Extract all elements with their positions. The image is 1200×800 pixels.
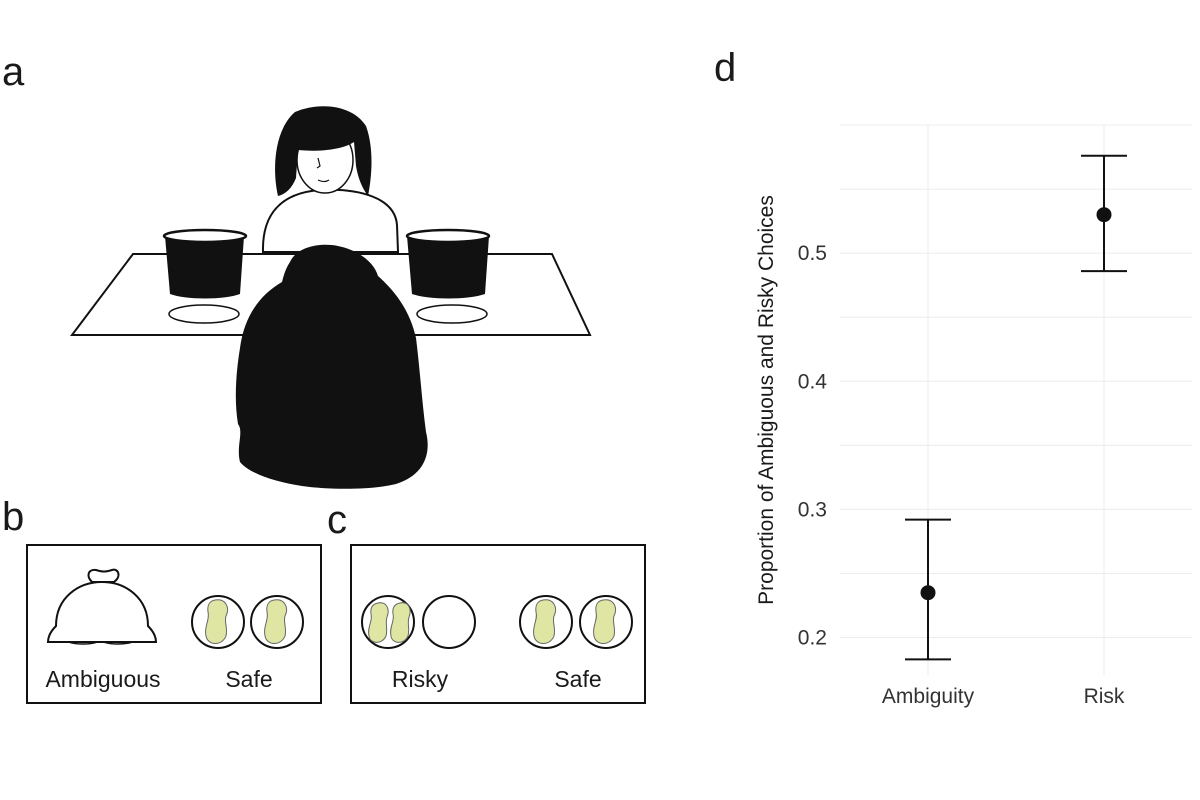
panel-letter-a: a: [2, 50, 25, 94]
chart-x-ticks: Ambiguity Risk: [882, 685, 1125, 708]
x-tick-label: Risk: [1084, 685, 1125, 708]
risky-plate-empty: [422, 595, 476, 649]
y-axis-title: Proportion of Ambiguous and Risky Choice…: [755, 195, 778, 605]
chart-marks: [905, 154, 1127, 661]
safe-plate-c-1: [519, 595, 573, 649]
chart-d: 0.2 0.3 0.4 0.5 Ambiguity Risk Proportion of…: [755, 124, 1192, 708]
panel-b-box: [26, 544, 322, 704]
safe-label-b: Safe: [225, 666, 272, 692]
panel-c-box: [350, 544, 646, 704]
ambiguous-cover-icon: [46, 568, 158, 645]
ambiguous-label: Ambiguous: [45, 666, 160, 692]
chart-grid: [840, 124, 1192, 676]
safe-label-c: Safe: [554, 666, 601, 692]
setup-illustration: [69, 106, 592, 489]
panel-letter-b: b: [2, 495, 25, 539]
panel-letter-c: c: [327, 498, 347, 542]
experimenter-figure: [261, 106, 400, 253]
y-tick-label: 0.2: [798, 627, 827, 650]
safe-plate-b-1: [191, 595, 245, 649]
data-point-risk: [1096, 207, 1112, 223]
safe-plate-c-2: [579, 595, 633, 649]
panel-b: Ambiguous Safe: [26, 544, 322, 704]
panel-letter-d: d: [714, 46, 737, 90]
y-tick-label: 0.4: [798, 370, 828, 393]
chimpanzee-silhouette: [235, 244, 428, 489]
risky-label: Risky: [392, 666, 449, 692]
safe-plate-b-2: [250, 595, 304, 649]
chart-y-ticks: 0.2 0.3 0.4 0.5: [798, 242, 828, 649]
panel-c: Risky Safe: [350, 544, 646, 704]
y-tick-label: 0.5: [798, 242, 827, 265]
risky-plate-full: [361, 595, 415, 649]
y-tick-label: 0.3: [798, 498, 827, 521]
data-point-ambiguity: [920, 585, 936, 601]
x-tick-label: Ambiguity: [882, 685, 975, 708]
left-cup: [162, 228, 248, 324]
right-cup: [405, 228, 491, 324]
